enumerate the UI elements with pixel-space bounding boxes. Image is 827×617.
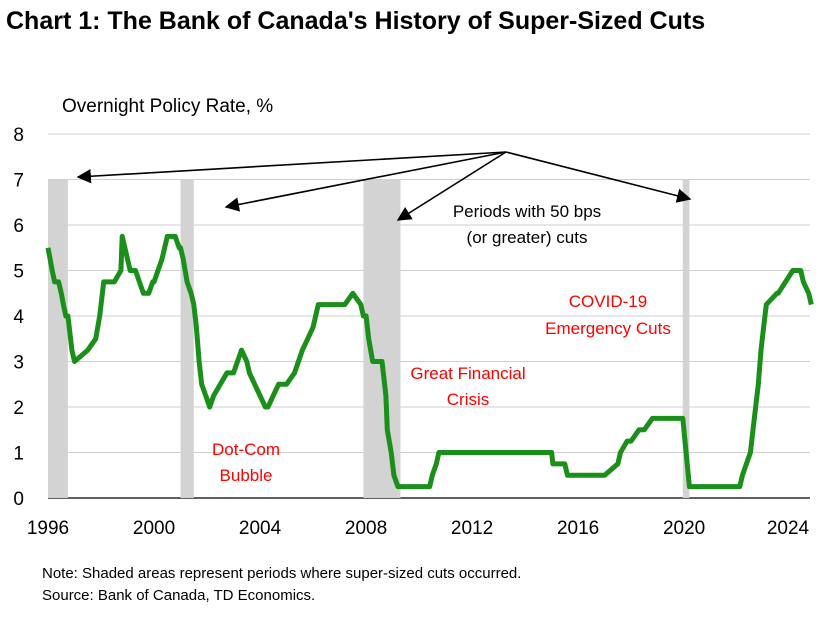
gfc-label-line1: Great Financial: [410, 364, 525, 383]
y-tick-5: 5: [13, 262, 24, 283]
shaded-period-2: [180, 179, 194, 498]
x-tick-2016: 2016: [557, 518, 599, 539]
arrow-2001: [224, 151, 507, 212]
y-tick-7: 7: [13, 171, 24, 192]
arrow-2020: [505, 151, 692, 203]
y-tick-0: 0: [13, 489, 24, 510]
covid-label-line1: COVID-19: [569, 292, 647, 311]
gfc-label-line2: Crisis: [447, 390, 490, 409]
chart-notes: Note: Shaded areas represent periods whe…: [42, 563, 521, 607]
x-tick-2000: 2000: [133, 518, 175, 539]
annotation-arrows: [76, 151, 692, 221]
shaded-periods: [48, 179, 690, 498]
y-axis-label: Overnight Policy Rate, %: [62, 96, 273, 117]
y-tick-1: 1: [13, 444, 24, 465]
periods-label-line2: (or greater) cuts: [467, 228, 588, 247]
x-tick-1996: 1996: [27, 518, 69, 539]
chart-title: Chart 1: The Bank of Canada's History of…: [6, 7, 706, 35]
shaded-period-4: [682, 179, 690, 498]
y-tick-6: 6: [13, 216, 24, 237]
arrow-2008: [396, 151, 507, 221]
shaded-period-1: [48, 179, 68, 498]
dotcom-label-line2: Bubble: [220, 466, 273, 485]
dotcom-label-line1: Dot-Com: [212, 440, 280, 459]
x-tick-2004: 2004: [239, 518, 282, 539]
x-tick-2024: 2024: [767, 518, 810, 539]
policy-rate-line: [45, 233, 814, 490]
x-tick-2012: 2012: [451, 518, 493, 539]
y-tick-8: 8: [13, 125, 24, 146]
periods-label-line1: Periods with 50 bps: [453, 202, 601, 221]
x-axis-ticks: 1996 2000 2004 2008 2012 2016 2020 2024: [27, 518, 810, 539]
y-tick-4: 4: [13, 307, 24, 328]
y-tick-3: 3: [13, 353, 24, 374]
y-tick-2: 2: [13, 398, 24, 419]
x-tick-2020: 2020: [663, 518, 705, 539]
note-text: Note: Shaded areas represent periods whe…: [42, 565, 522, 582]
gridlines: [48, 133, 810, 499]
source-text: Source: Bank of Canada, TD Economics.: [42, 587, 316, 604]
y-axis-ticks: 0 1 2 3 4 5 6 7 8: [13, 125, 24, 510]
covid-label-line2: Emergency Cuts: [545, 319, 671, 338]
arrow-1996: [76, 151, 507, 184]
x-tick-2008: 2008: [345, 518, 387, 539]
